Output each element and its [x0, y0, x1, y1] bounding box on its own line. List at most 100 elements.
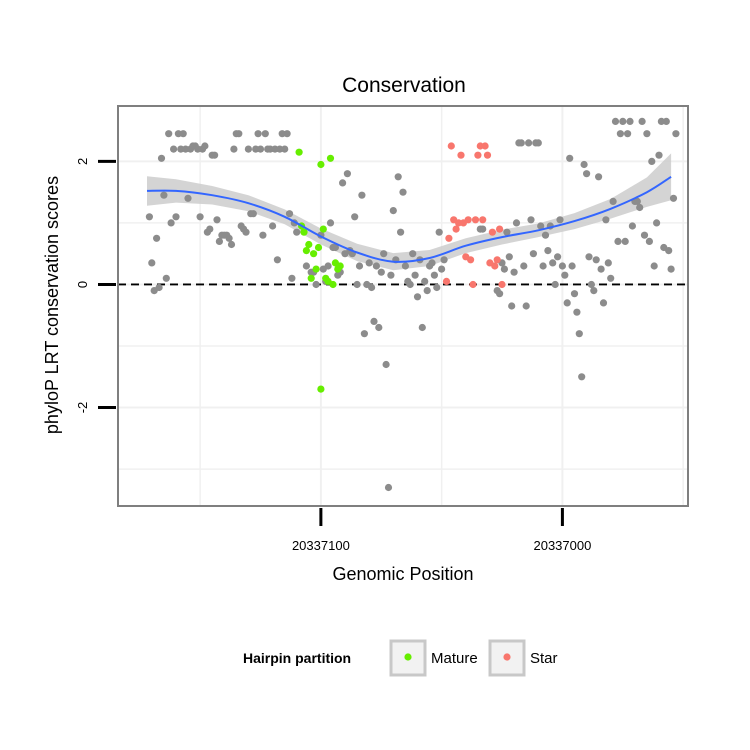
- point-other: [360, 330, 368, 338]
- point-other: [293, 228, 301, 236]
- point-other: [288, 274, 296, 282]
- point-other: [235, 130, 243, 138]
- point-mature: [305, 240, 313, 249]
- point-other: [626, 117, 634, 125]
- point-other: [529, 250, 538, 258]
- y-axis: -2 0 2: [75, 158, 116, 413]
- point-other: [512, 219, 521, 227]
- legend-dot-star: [503, 653, 511, 661]
- legend-label-mature: Mature: [431, 650, 478, 667]
- point-other: [256, 145, 265, 153]
- point-other: [503, 228, 511, 236]
- point-other: [273, 256, 281, 264]
- point-other: [172, 213, 180, 221]
- point-star: [452, 225, 460, 233]
- point-other: [339, 179, 347, 187]
- point-other: [428, 259, 436, 267]
- point-other: [227, 240, 236, 249]
- point-other: [372, 262, 380, 270]
- point-other: [358, 191, 366, 199]
- point-other: [595, 173, 603, 181]
- point-other: [162, 274, 170, 282]
- point-other: [587, 280, 596, 289]
- point-other: [285, 210, 294, 218]
- point-other: [614, 237, 622, 245]
- y-axis-label: phyloP LRT conservation scores: [42, 176, 62, 434]
- point-other: [570, 290, 579, 298]
- point-other: [430, 271, 438, 279]
- point-other: [145, 213, 153, 221]
- point-other: [544, 247, 552, 255]
- point-other: [281, 145, 289, 153]
- point-other: [368, 283, 376, 292]
- point-other: [633, 197, 641, 205]
- point-other: [522, 302, 530, 310]
- point-other: [496, 290, 504, 298]
- point-other: [213, 216, 221, 224]
- point-star: [469, 280, 477, 289]
- point-mature: [307, 274, 315, 282]
- point-other: [440, 256, 448, 264]
- point-other: [508, 302, 516, 310]
- point-other: [556, 216, 564, 224]
- point-other: [399, 188, 407, 196]
- point-other: [230, 145, 238, 153]
- plot-background: [118, 106, 688, 506]
- x-tick-label: 20337100: [292, 538, 350, 553]
- point-other: [324, 262, 332, 270]
- point-other: [406, 280, 414, 289]
- point-other: [370, 317, 378, 325]
- point-other: [382, 360, 390, 369]
- point-mature: [312, 265, 320, 273]
- point-other: [575, 330, 583, 338]
- point-other: [435, 228, 443, 236]
- point-other: [380, 250, 388, 258]
- smooth-line-layer: [146, 175, 672, 263]
- point-other: [157, 154, 166, 162]
- point-other: [423, 287, 431, 295]
- point-star: [496, 225, 504, 233]
- point-other: [155, 283, 163, 292]
- legend-dot-mature: [404, 653, 412, 661]
- point-other: [583, 170, 591, 178]
- point-other: [568, 262, 576, 270]
- point-other: [648, 157, 656, 165]
- point-other: [520, 262, 528, 270]
- point-other: [259, 231, 267, 239]
- point-star: [498, 280, 506, 289]
- point-mature: [319, 225, 327, 233]
- point-other: [384, 483, 393, 492]
- point-other: [148, 259, 156, 267]
- point-star: [464, 216, 472, 224]
- point-other: [573, 308, 581, 316]
- point-other: [355, 262, 364, 270]
- point-star: [488, 228, 496, 236]
- point-other: [616, 130, 625, 138]
- point-mature: [317, 160, 325, 169]
- y-tick-label: 2: [75, 158, 90, 165]
- point-other: [636, 203, 644, 212]
- point-other: [401, 262, 409, 270]
- point-other: [590, 287, 598, 295]
- point-other: [261, 130, 269, 138]
- point-mature: [295, 148, 303, 156]
- point-other: [505, 253, 513, 261]
- y-tick-label: 0: [75, 281, 90, 288]
- point-other: [479, 225, 487, 233]
- point-other: [611, 117, 620, 125]
- point-star: [483, 151, 492, 159]
- point-other: [669, 194, 678, 202]
- point-star: [474, 151, 482, 159]
- point-mature: [317, 385, 325, 393]
- point-other: [640, 231, 649, 239]
- point-other: [539, 262, 547, 270]
- point-star: [442, 277, 451, 285]
- point-other: [602, 216, 610, 224]
- point-other: [597, 265, 605, 273]
- legend-entry-star: Star: [488, 639, 558, 677]
- point-other: [438, 265, 446, 273]
- point-star: [481, 142, 489, 150]
- point-star: [491, 262, 499, 270]
- point-other: [525, 139, 533, 147]
